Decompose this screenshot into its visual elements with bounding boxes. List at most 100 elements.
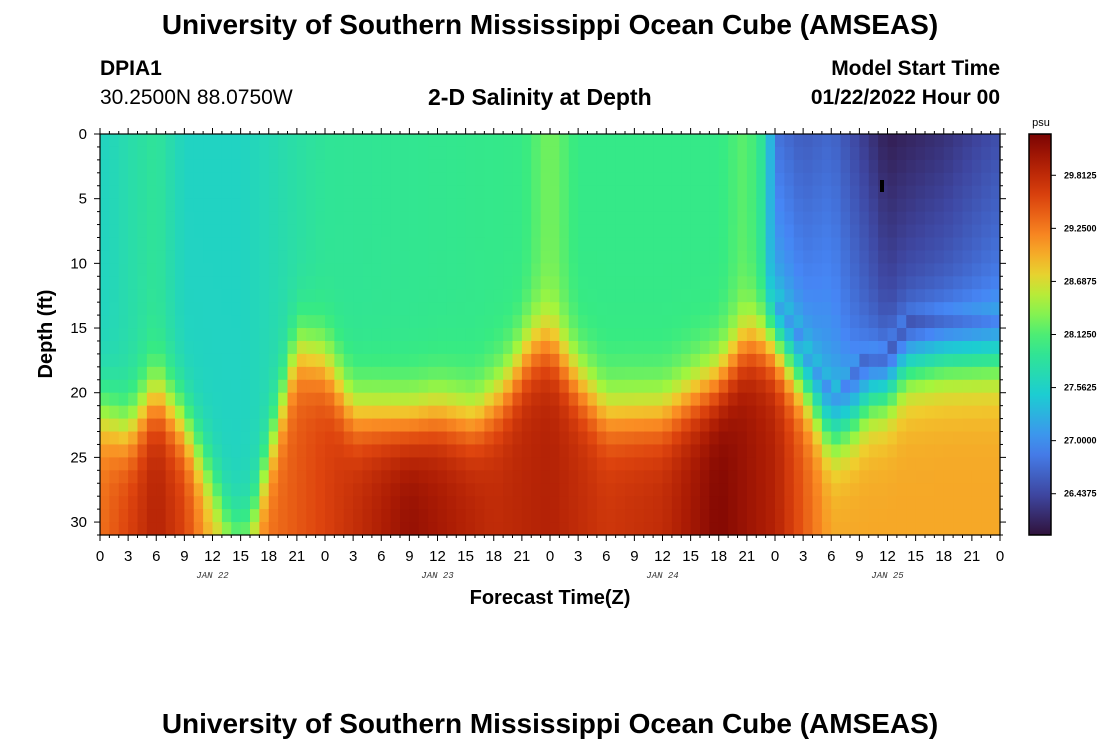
heat-cell — [718, 522, 729, 536]
heat-cell — [793, 198, 804, 213]
heat-cell — [137, 172, 148, 187]
heat-cell — [896, 289, 907, 303]
heat-cell — [334, 237, 345, 252]
heat-cell — [728, 431, 739, 446]
heat-cell — [896, 172, 907, 187]
heat-cell — [634, 263, 645, 277]
heat-cell — [540, 496, 551, 510]
heat-cell — [184, 418, 195, 433]
heat-cell — [915, 328, 926, 342]
heat-cell — [353, 328, 364, 342]
heat-cell — [812, 522, 823, 536]
heat-cell — [400, 134, 410, 148]
heat-cell — [981, 250, 992, 264]
heat-cell — [109, 289, 120, 303]
heat-cell — [878, 496, 889, 510]
heat-cell — [128, 276, 139, 290]
heat-cell — [868, 315, 879, 329]
heat-cell — [831, 250, 842, 264]
heat-cell — [325, 353, 335, 368]
heat-cell — [231, 496, 242, 510]
heat-cell — [971, 289, 982, 303]
heat-cell — [568, 379, 579, 394]
x-tick-label: 9 — [630, 548, 638, 565]
heat-cell — [137, 315, 148, 329]
heat-cell — [606, 237, 617, 252]
heat-cell — [653, 522, 664, 536]
heat-cell — [671, 134, 682, 148]
heat-cell — [381, 276, 392, 290]
heat-cell — [643, 224, 654, 239]
heat-cell — [653, 457, 664, 471]
heat-cell — [868, 302, 879, 316]
heat-cell — [596, 159, 607, 174]
heat-cell — [887, 392, 898, 407]
heat-cell — [231, 263, 242, 277]
heat-cell — [203, 185, 214, 200]
heat-cell — [521, 392, 532, 407]
heat-cell — [868, 159, 879, 174]
heat-cell — [765, 263, 776, 277]
heat-cell — [578, 431, 589, 446]
heat-cell — [868, 431, 879, 446]
heat-cell — [137, 509, 148, 523]
heat-cell — [400, 276, 410, 290]
heat-cell — [878, 172, 889, 187]
heat-cell — [925, 509, 935, 523]
heat-cell — [568, 457, 579, 471]
heat-cell — [821, 509, 832, 523]
heat-cell — [737, 470, 748, 484]
heat-cell — [840, 366, 851, 381]
heat-cell — [728, 444, 739, 458]
heat-cell — [268, 159, 279, 174]
heat-cell — [540, 418, 551, 433]
heat-cell — [400, 405, 410, 420]
heat-cell — [540, 276, 551, 290]
heat-cell — [606, 315, 617, 329]
heat-cell — [484, 405, 495, 420]
heat-cell — [381, 263, 392, 277]
heat-cell — [906, 172, 917, 187]
heat-cell — [971, 198, 982, 213]
heat-cell — [971, 340, 982, 355]
heat-cell — [728, 237, 739, 252]
heat-cell — [465, 379, 476, 394]
heat-cell — [568, 211, 579, 226]
heat-cell — [428, 509, 439, 523]
heat-cell — [953, 159, 964, 174]
heat-cell — [409, 405, 420, 420]
heat-cell — [212, 276, 223, 290]
heat-cell — [756, 444, 767, 458]
heat-cell — [250, 353, 260, 368]
heat-cell — [775, 185, 785, 200]
heat-cell — [306, 509, 317, 523]
heat-cell — [306, 418, 317, 433]
y-tick-label: 0 — [79, 126, 87, 143]
heat-cell — [381, 366, 392, 381]
heat-cell — [896, 379, 907, 394]
heat-cell — [250, 431, 260, 446]
heat-cell — [381, 172, 392, 187]
heat-cell — [381, 211, 392, 226]
heat-cell — [953, 418, 964, 433]
heat-cell — [718, 315, 729, 329]
heat-cell — [559, 172, 570, 187]
heat-cell — [221, 315, 232, 329]
heat-cell — [212, 405, 223, 420]
heat-cell — [128, 224, 139, 239]
heat-cell — [634, 198, 645, 213]
heat-cell — [671, 431, 682, 446]
heat-cell — [278, 146, 289, 161]
heat-cell — [475, 366, 485, 381]
heat-cell — [878, 146, 889, 161]
heat-cell — [962, 405, 973, 420]
heat-cell — [362, 198, 373, 213]
heat-cell — [596, 444, 607, 458]
heat-cell — [512, 134, 523, 148]
heat-cell — [325, 211, 335, 226]
heat-cell — [240, 418, 251, 433]
heat-cell — [193, 146, 204, 161]
heat-cell — [343, 224, 354, 239]
heat-cell — [878, 509, 889, 523]
heat-cell — [287, 315, 298, 329]
